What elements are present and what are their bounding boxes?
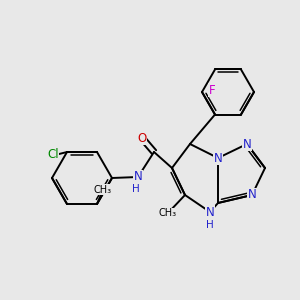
Text: N: N — [134, 170, 142, 184]
Text: O: O — [137, 131, 147, 145]
Text: Cl: Cl — [47, 148, 59, 160]
Text: H: H — [132, 184, 140, 194]
Text: N: N — [214, 152, 222, 164]
Text: CH₃: CH₃ — [159, 208, 177, 218]
Text: CH₃: CH₃ — [94, 185, 112, 195]
Text: N: N — [248, 188, 256, 202]
Text: F: F — [209, 83, 215, 97]
Text: N: N — [206, 206, 214, 218]
Text: N: N — [243, 137, 251, 151]
Text: H: H — [206, 220, 214, 230]
